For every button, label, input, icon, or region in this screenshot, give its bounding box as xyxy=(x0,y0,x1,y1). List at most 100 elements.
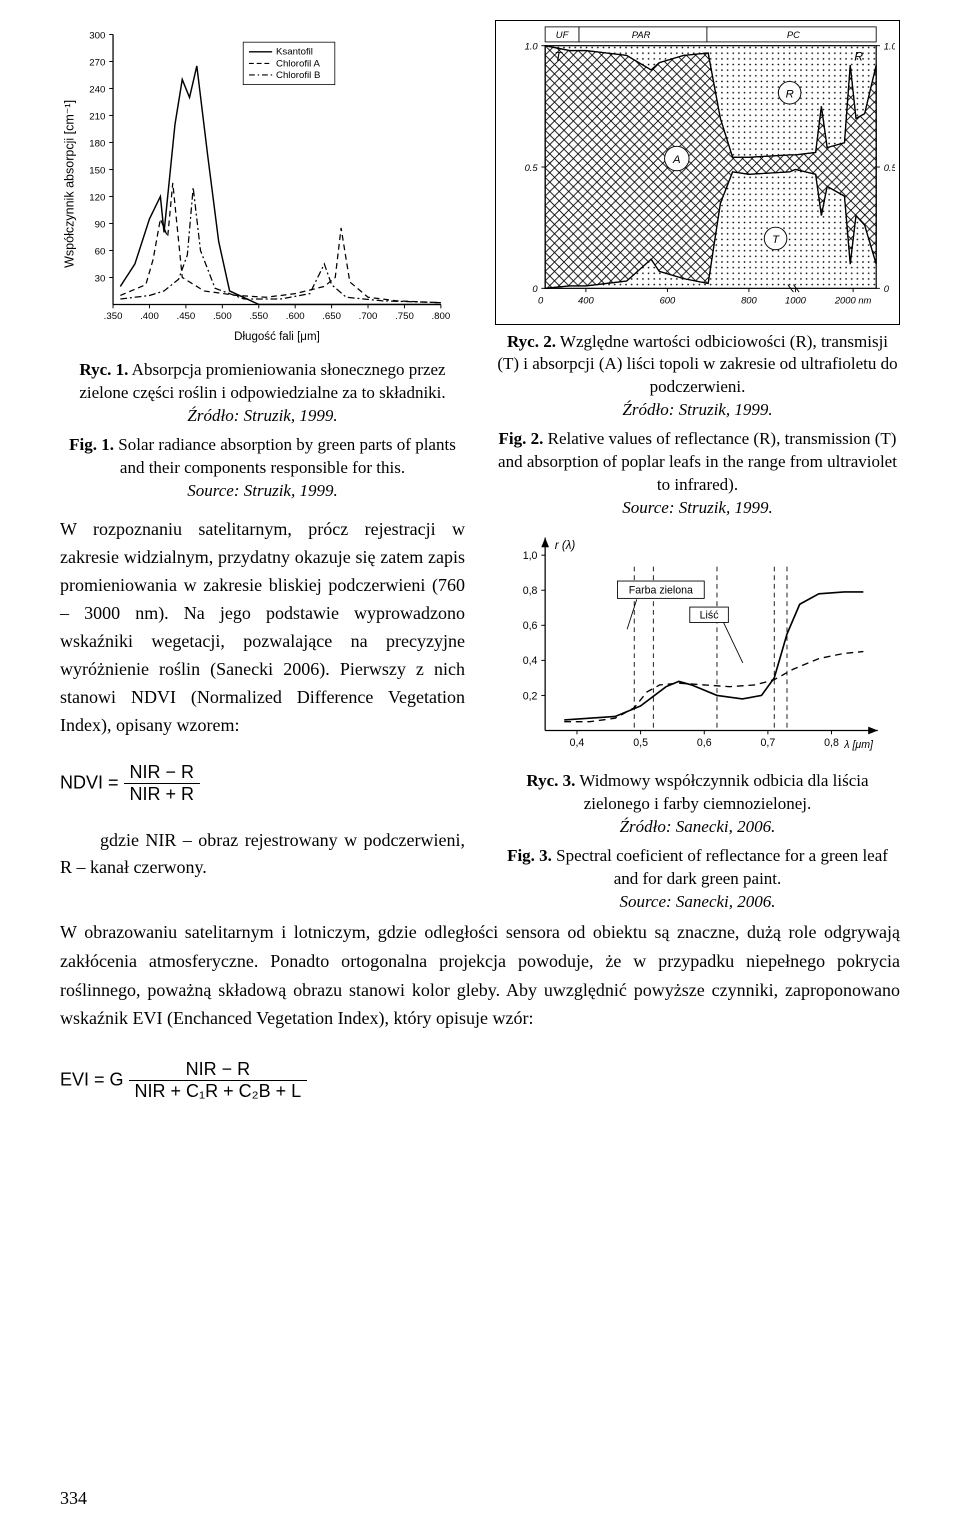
fig3-yticks: 0,2 0,4 0,6 0,8 1,0 xyxy=(523,550,545,702)
svg-text:0,8: 0,8 xyxy=(824,737,839,749)
svg-text:0: 0 xyxy=(884,283,890,294)
svg-text:.500: .500 xyxy=(213,311,232,322)
svg-text:1.0: 1.0 xyxy=(525,40,539,51)
svg-text:.800: .800 xyxy=(432,311,451,322)
svg-text:2000 nm: 2000 nm xyxy=(834,294,872,305)
fig3-xlabel: λ [μm] xyxy=(843,739,874,751)
svg-text:600: 600 xyxy=(660,294,676,305)
svg-text:0: 0 xyxy=(538,294,544,305)
fig3-legend: Farba zielona Liść xyxy=(617,581,742,663)
figure-row-top: Współczynnik absorpcji [cm⁻¹] 30 60 90 120 1… xyxy=(60,20,900,914)
fig3-caption-pl-bold: Ryc. 3. xyxy=(526,771,575,790)
svg-text:120: 120 xyxy=(89,192,105,203)
formula-ndvi-num: NIR − R xyxy=(124,762,201,784)
svg-text:800: 800 xyxy=(741,294,757,305)
fig3-legend-paint: Farba zielona xyxy=(629,585,693,597)
fig2-caption-en-bold: Fig. 2. xyxy=(499,429,544,448)
formula-evi-lhs: EVI = G xyxy=(60,1070,124,1090)
svg-text:300: 300 xyxy=(89,30,105,41)
svg-text:180: 180 xyxy=(89,138,105,149)
formula-evi-num: NIR − R xyxy=(129,1059,308,1081)
svg-text:.650: .650 xyxy=(322,311,341,322)
fig1-caption-en-bold: Fig. 1. xyxy=(69,435,114,454)
formula-ndvi: NDVI = NIR − R NIR + R xyxy=(60,762,465,805)
fig3-series-paint xyxy=(564,652,863,722)
fig2-label-uf: UF xyxy=(556,29,570,40)
page-number: 334 xyxy=(60,1488,87,1509)
fig1-svg: Współczynnik absorpcji [cm⁻¹] 30 60 90 120 1… xyxy=(60,20,465,348)
svg-text:60: 60 xyxy=(95,246,106,257)
svg-text:90: 90 xyxy=(95,219,106,230)
fig3-caption-en-txt: Spectral coeficient of reflectance for a… xyxy=(552,846,888,888)
fig1-xticks: .350.400.450.500.550.600.650.700.750.800 xyxy=(104,304,451,321)
fig1-caption-en: Fig. 1. Solar radiance absorption by gre… xyxy=(60,434,465,503)
fig1-legend-s2: Chlorofil A xyxy=(276,58,320,69)
fig1-caption-en-txt: Solar radiance absorption by green parts… xyxy=(114,435,456,477)
svg-text:0,6: 0,6 xyxy=(697,737,712,749)
svg-text:.600: .600 xyxy=(286,311,305,322)
fig2-caption-pl: Ryc. 2. Względne wartości odbiciowości (… xyxy=(495,331,900,423)
fig1-legend-s3: Chlorofil B xyxy=(276,70,320,81)
fig3-caption-pl: Ryc. 3. Widmowy współczynnik odbicia dla… xyxy=(495,770,900,839)
svg-text:.450: .450 xyxy=(177,311,196,322)
svg-text:0,6: 0,6 xyxy=(523,620,538,632)
figure-2: UF PAR PC xyxy=(495,20,900,325)
fig1-caption-pl-bold: Ryc. 1. xyxy=(79,360,128,379)
svg-text:0: 0 xyxy=(532,283,538,294)
fig3-svg: r (λ) 0,20,40,60,81,0 0,40,50,60,70,8 Fa… xyxy=(495,528,900,759)
fig2-caption-pl-txt: Względne wartości odbiciowości (R), tran… xyxy=(497,332,897,397)
figure-1: Współczynnik absorpcji [cm⁻¹] 30 60 90 120 1… xyxy=(60,20,465,353)
fig2-label-T-circ: T xyxy=(772,234,780,246)
svg-text:400: 400 xyxy=(578,294,594,305)
fig1-caption-en-src: Source: Struzik, 1999. xyxy=(187,481,337,500)
svg-text:1000: 1000 xyxy=(785,294,807,305)
svg-text:210: 210 xyxy=(89,111,105,122)
fig3-caption-en-src: Source: Sanecki, 2006. xyxy=(619,892,775,911)
svg-text:0,4: 0,4 xyxy=(570,737,585,749)
formula-ndvi-den: NIR + R xyxy=(124,784,201,805)
svg-text:0,5: 0,5 xyxy=(633,737,648,749)
fig2-label-par: PAR xyxy=(632,29,651,40)
formula-evi: EVI = G NIR − R NIR + C₁R + C₂B + L xyxy=(60,1059,900,1102)
fig1-legend: Ksantofil Chlorofil A Chlorofil B xyxy=(243,42,335,84)
fig2-label-R-circ: R xyxy=(786,88,794,100)
svg-text:0,4: 0,4 xyxy=(523,655,538,667)
fig3-caption-en: Fig. 3. Spectral coeficient of reflectan… xyxy=(495,845,900,914)
svg-text:30: 30 xyxy=(95,273,106,284)
fig2-caption-en-txt: Relative values of reflectance (R), tran… xyxy=(498,429,897,494)
fig2-caption-pl-src: Źródło: Struzik, 1999. xyxy=(622,400,772,419)
fig2-top-headers: UF PAR PC xyxy=(545,27,876,42)
fig2-xticks: 400 600 800 1000 2000 nm 0 xyxy=(538,288,872,305)
svg-text:0,7: 0,7 xyxy=(761,737,776,749)
formula-ndvi-lhs: NDVI = xyxy=(60,772,119,792)
fig1-legend-s1: Ksantofil xyxy=(276,47,313,58)
fig3-caption-pl-txt: Widmowy współczynnik odbicia dla liścia … xyxy=(575,771,868,813)
svg-text:.750: .750 xyxy=(395,311,414,322)
svg-text:0.5: 0.5 xyxy=(884,162,895,173)
paragraph-full: W obrazowaniu satelitarnym i lotniczym, … xyxy=(60,918,900,1033)
fig1-ylabel: Współczynnik absorpcji [cm⁻¹] xyxy=(63,100,77,268)
svg-text:.400: .400 xyxy=(140,311,159,322)
figure-3: r (λ) 0,20,40,60,81,0 0,40,50,60,70,8 Fa… xyxy=(495,528,900,764)
svg-text:0,2: 0,2 xyxy=(523,690,538,702)
fig1-xlabel: Długość fali [μm] xyxy=(234,331,320,343)
fig2-label-pc: PC xyxy=(787,29,800,40)
svg-text:150: 150 xyxy=(89,165,105,176)
right-column: UF PAR PC xyxy=(495,20,900,914)
formula-evi-den: NIR + C₁R + C₂B + L xyxy=(129,1081,308,1102)
fig3-xticks: 0,4 0,5 0,6 0,7 0,8 xyxy=(570,731,839,749)
fig1-caption-pl-src: Źródło: Struzik, 1999. xyxy=(187,406,337,425)
fig3-caption-pl-src: Źródło: Sanecki, 2006. xyxy=(620,817,776,836)
fig2-label-A-circ: A xyxy=(672,154,681,166)
svg-text:.550: .550 xyxy=(249,311,268,322)
svg-text:1,0: 1,0 xyxy=(523,550,538,562)
fig3-caption-en-bold: Fig. 3. xyxy=(507,846,552,865)
left-column: Współczynnik absorpcji [cm⁻¹] 30 60 90 120 1… xyxy=(60,20,465,914)
svg-text:0.5: 0.5 xyxy=(525,162,539,173)
svg-text:.700: .700 xyxy=(359,311,378,322)
fig2-caption-pl-bold: Ryc. 2. xyxy=(507,332,556,351)
fig2-caption-en-src: Source: Struzik, 1999. xyxy=(622,498,772,517)
svg-text:0,8: 0,8 xyxy=(523,585,538,597)
fig3-legend-leaf: Liść xyxy=(700,610,720,622)
fig1-yticks: 306090120150180210240270300 xyxy=(89,30,113,284)
